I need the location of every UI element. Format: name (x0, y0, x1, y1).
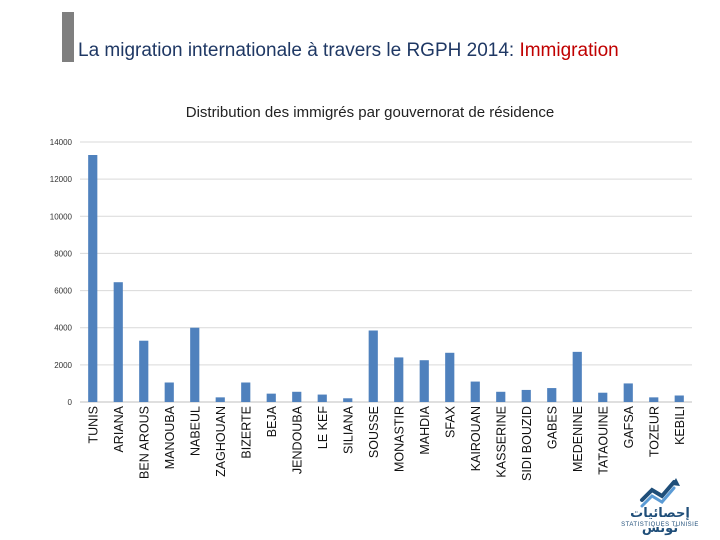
x-tick-label: TATAOUINE (596, 406, 610, 475)
bar (521, 389, 531, 402)
bar (547, 388, 557, 402)
bar (164, 382, 174, 402)
bar (266, 393, 276, 402)
y-axis-labels: 0 2000 4000 6000 8000 10000 12000 14000 (50, 138, 73, 407)
x-tick-label: BIZERTE (239, 406, 253, 459)
x-tick-label: BEN AROUS (137, 406, 151, 479)
y-tick-label: 4000 (54, 324, 72, 333)
x-tick-label: GAFSA (622, 405, 636, 448)
bar (343, 398, 353, 402)
bar (241, 382, 251, 402)
y-tick-label: 2000 (54, 361, 72, 370)
x-tick-label: KEBILI (673, 406, 687, 445)
statistiques-tunisie-logo-icon (640, 478, 680, 508)
x-tick-label: SFAX (443, 405, 457, 438)
bar-chart: 0 2000 4000 6000 8000 10000 12000 14000 TUNIS AR… (50, 138, 692, 481)
bar (368, 330, 378, 402)
bar (649, 397, 659, 402)
x-tick-label: GABES (545, 406, 559, 449)
slide-title-accent: Immigration (519, 40, 619, 61)
bar (317, 394, 327, 402)
x-tick-label: TUNIS (86, 406, 100, 444)
bar (215, 397, 225, 402)
x-tick-label: SIDI BOUZID (520, 406, 534, 481)
bar (419, 360, 429, 402)
y-tick-label: 6000 (54, 287, 72, 296)
x-tick-label: ARIANA (112, 405, 126, 452)
bar (623, 383, 633, 402)
bar (496, 391, 506, 402)
bar (113, 282, 123, 402)
bar (292, 391, 302, 402)
x-tick-label: SILIANA (341, 405, 355, 454)
y-tick-label: 12000 (50, 175, 73, 184)
x-tick-label: MANOUBA (163, 405, 177, 469)
y-tick-label: 10000 (50, 212, 73, 221)
bar (470, 381, 480, 402)
bar (445, 352, 455, 402)
bar (139, 340, 149, 402)
title-accent-bar (62, 12, 74, 62)
bar-series (88, 155, 684, 402)
slide-title: La migration internationale à travers le… (78, 40, 619, 62)
y-tick-label: 8000 (54, 249, 72, 258)
logo-arabic-text: إحصائيات تونس (630, 506, 690, 536)
x-tick-label: MEDENINE (571, 406, 585, 472)
x-tick-label: KASSERINE (494, 406, 508, 478)
x-tick-label: SOUSSE (367, 406, 381, 458)
x-tick-label: NABEUL (188, 406, 202, 456)
x-axis-labels: TUNIS ARIANA BEN AROUS MANOUBA NABEUL ZAGHOUA… (86, 405, 687, 481)
y-tick-label: 0 (68, 398, 73, 407)
x-tick-label: TOZEUR (647, 406, 661, 457)
bar (190, 327, 200, 402)
logo-latin-text: STATISTIQUES TUNISIE (621, 522, 699, 528)
bar (88, 155, 98, 402)
bar (674, 395, 684, 402)
chart-title: Distribution des immigrés par gouvernora… (185, 104, 555, 121)
x-tick-label: MONASTIR (392, 406, 406, 472)
slide-title-main: La migration internationale à travers le… (78, 40, 520, 61)
x-tick-label: BEJA (265, 405, 279, 437)
x-tick-label: JENDOUBA (290, 405, 304, 474)
x-tick-label: LE KEF (316, 406, 330, 449)
bar (598, 392, 608, 402)
bar (572, 351, 582, 402)
y-tick-label: 14000 (50, 138, 73, 147)
x-tick-label: ZAGHOUAN (214, 406, 228, 477)
bar (394, 357, 404, 402)
grid-layer (80, 141, 692, 403)
x-tick-label: MAHDIA (418, 405, 432, 454)
x-tick-label: KAIROUAN (469, 406, 483, 471)
